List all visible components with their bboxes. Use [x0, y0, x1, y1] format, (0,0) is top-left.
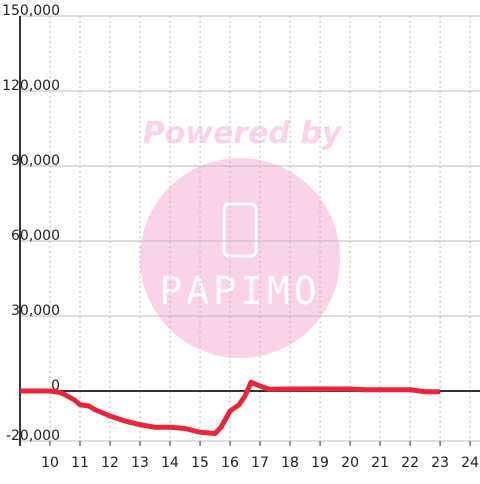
- y-tick-label: 150,000: [2, 3, 60, 19]
- x-tick-label: 20: [341, 455, 359, 471]
- y-tick-label: 120,000: [2, 78, 60, 94]
- y-tick-label: 60,000: [11, 228, 60, 244]
- x-tick-label: 23: [431, 455, 449, 471]
- x-tick-label: 17: [251, 455, 269, 471]
- watermark-logo: PAPIMO: [159, 269, 320, 313]
- x-tick-label: 11: [71, 455, 89, 471]
- x-tick-label: 21: [371, 455, 389, 471]
- watermark-icon: [222, 202, 258, 258]
- x-tick-label: 15: [191, 455, 209, 471]
- x-tick-label: 19: [311, 455, 329, 471]
- x-tick-label: 16: [221, 455, 239, 471]
- y-tick-label: 30,000: [11, 303, 60, 319]
- x-tick-label: 18: [281, 455, 299, 471]
- y-tick-label: 0: [51, 378, 60, 394]
- x-tick-label: 13: [131, 455, 149, 471]
- x-tick-label: 22: [401, 455, 419, 471]
- x-tick-label: 24: [461, 455, 479, 471]
- watermark-title: Powered by: [143, 116, 343, 151]
- x-tick-label: 14: [161, 455, 179, 471]
- x-tick-label: 10: [41, 455, 59, 471]
- y-tick-label: -20,000: [6, 428, 60, 444]
- x-tick-label: 12: [101, 455, 119, 471]
- y-tick-label: 90,000: [11, 153, 60, 169]
- data-line: [20, 379, 441, 436]
- watermark-circle: [140, 158, 340, 358]
